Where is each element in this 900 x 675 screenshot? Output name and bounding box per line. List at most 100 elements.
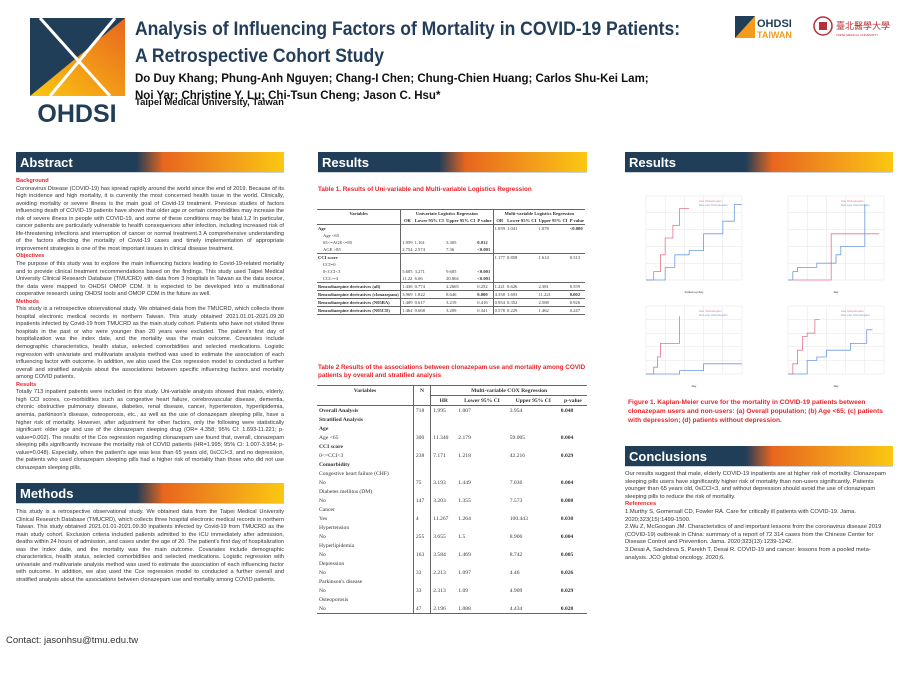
row-label: Age [319,425,329,432]
table-cell: 1.464 [400,306,414,315]
table-cell [476,232,493,239]
column-header: OR [492,217,506,225]
table-cell: 11.267 [430,514,457,523]
table-cell [559,424,587,433]
row-label: Benzodiazepine derivatives (N05BA) [318,300,390,305]
header-variables: Variables [317,385,414,406]
km-curve-nonuse [788,329,873,375]
table-cell: 0.416 [477,300,488,305]
column-header: p-value [564,397,582,404]
table-cell: <0.001 [477,269,491,274]
table-row: CCI=0 [317,261,585,268]
header-variables: Variables [317,209,401,225]
table-cell: 2.754 [400,246,414,254]
table-cell [456,505,507,514]
table-cell: 0.029 [560,587,574,594]
km-plot: Use Clonazepam Non-use Clonazepam day [628,298,750,390]
row-label: Hypertension [319,524,350,531]
km-curve-use [646,208,690,281]
table-cell: 8.646 [446,292,457,297]
table-cell: 1.177 [492,253,506,261]
methods-heading: Methods [16,483,284,504]
table-cell [445,232,476,239]
table-cell: 20.804 [446,276,459,281]
table-cell [506,232,537,239]
km-plot: Use Clonazepam Non-use Clonazepam day [770,188,892,296]
table-cell: 0.626 [507,284,518,289]
row-label: CCI score [318,255,338,260]
column-header: Lower 95% CI [507,218,537,223]
table2: Variables N Multi-variable COX Regression H… [317,385,587,617]
table-cell: 4.46 [509,569,520,576]
table-cell: 3.655 [430,532,457,541]
table-cell: 0.048 [560,407,574,414]
table-cell [559,559,587,568]
table-cell [456,559,507,568]
table-cell [445,225,476,233]
table-row: Congestive heart failure (CHF) [317,469,587,478]
table-cell [492,268,506,275]
row-label: No [319,605,326,612]
table-cell [414,254,445,262]
table-cell [508,523,559,532]
legend-nonuse: Non-use Clonazepam [841,203,871,207]
table-cell [569,268,585,275]
table-cell: 1.221 [492,282,506,291]
table-cell: 0.352 [507,300,518,305]
table-cell [412,487,431,496]
table-cell [559,460,587,469]
table-cell [412,442,431,451]
table-cell: 6.06 [414,276,423,281]
table-cell: 9.605 [446,269,457,274]
table-cell [412,460,431,469]
km-curve-nonuse [646,363,742,375]
table-cell [430,523,457,532]
table-cell [445,254,476,262]
table-cell: 1.436 [400,282,414,291]
header-group-multi: Multi-variable Logistics Regression [492,209,585,217]
table-cell [559,505,587,514]
row-label: No [319,587,326,594]
table-cell: 0.229 [507,308,518,313]
table-cell [400,224,414,232]
legend-nonuse: Non-use Clonazepam [699,313,729,317]
table-cell [430,442,457,451]
table-cell [492,261,506,268]
table-cell [430,559,457,568]
table1: Variables Univariate Logistics Regression… [317,209,585,317]
abstract-body: Background Coronavirus Disease (COVID-19… [16,178,284,472]
svg-text:臺北醫學大學: 臺北醫學大學 [836,20,890,32]
table-cell: 11.340 [430,433,457,442]
table-cell: 7.171 [430,451,457,460]
row-label: AGE >85 [323,247,341,252]
row-label: Osteoporosis [319,596,349,603]
svg-text:TAIPEI MEDICAL UNIVERSITY: TAIPEI MEDICAL UNIVERSITY [836,33,878,37]
table-cell [456,541,507,550]
table-cell: 2.381 [538,284,549,289]
row-label: CCI=0 [323,262,336,267]
row-label: No [319,569,326,576]
background-label: Background [16,178,49,184]
table-cell [537,275,568,283]
conclusions-body: Our results suggest that male, elderly C… [625,471,893,562]
table-cell: 11.22 [400,275,414,283]
table-cell: 1.449 [458,479,471,486]
table-row: No 163 3.584 1.469 8.742 0.005 [317,550,587,559]
table-cell: 1.088 [458,605,471,612]
table-cell [430,577,457,586]
row-label: Comorbidity [319,461,350,468]
table-row: CCI score 1.177 0.858 1.614 0.313 [317,253,585,262]
table-row: Benzodiazepine derivatives (N05BA) 1.409 0… [317,298,585,307]
table-cell: 0.004 [560,479,574,486]
km-curve-nonuse [788,204,866,281]
table-row: Osteoporosis [317,595,587,604]
table-cell: 3.193 [430,478,457,487]
table-cell [508,505,559,514]
table-cell [456,577,507,586]
table-row: Hypertension [317,523,587,532]
table-cell: 3.305 [446,240,457,245]
results-text: Totally 713 inpatient patients were incl… [16,389,284,471]
table-cell [508,541,559,550]
table-cell [569,275,585,283]
table-cell: 3.219 [446,300,457,305]
